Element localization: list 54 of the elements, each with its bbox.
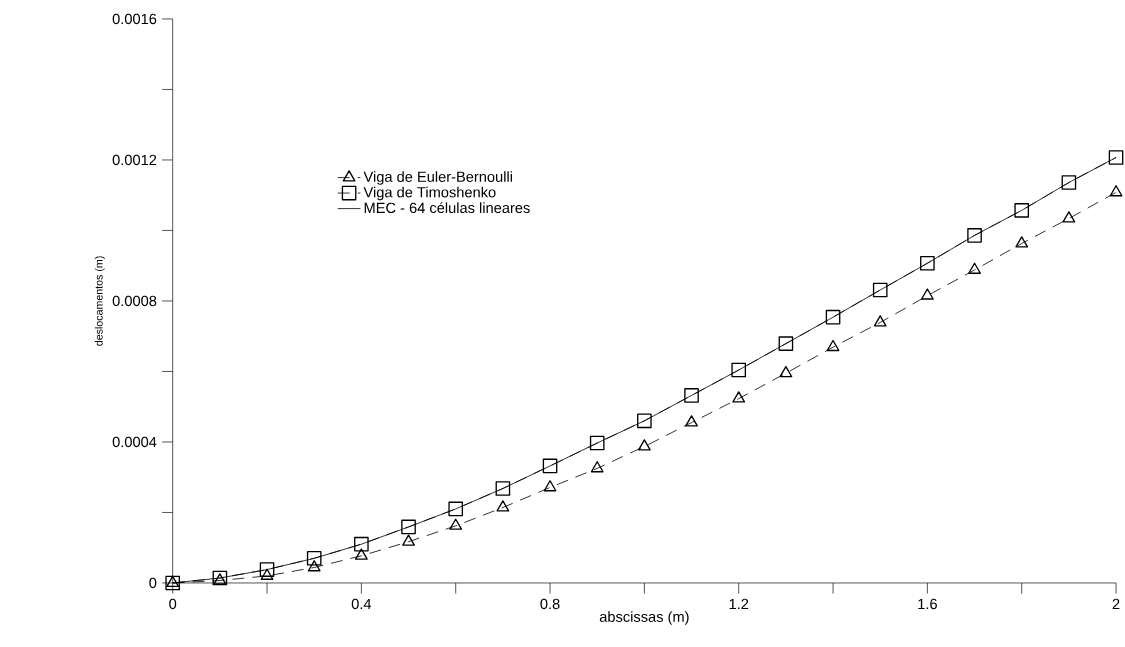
point — [307, 560, 321, 572]
legend-label: Viga de Euler-Bernoulli — [363, 171, 512, 185]
y-tick-label: 0.0016 — [112, 13, 157, 25]
y-tick-label: 0.0004 — [112, 436, 157, 448]
x-tick-label: 1.2 — [729, 598, 749, 610]
point — [826, 339, 840, 352]
point — [354, 548, 368, 560]
point — [684, 388, 699, 403]
point — [401, 519, 416, 535]
point — [1108, 150, 1124, 165]
point — [778, 336, 794, 351]
y-tick-label: 0.0012 — [112, 154, 157, 166]
point — [685, 415, 698, 427]
point — [354, 536, 369, 552]
point — [920, 255, 935, 271]
point — [495, 481, 511, 496]
point — [589, 435, 605, 451]
point — [637, 439, 651, 451]
point — [779, 365, 793, 378]
y-tick-label: 0 — [149, 577, 157, 589]
point — [1061, 175, 1077, 190]
point — [1109, 185, 1123, 197]
point — [873, 315, 887, 327]
point — [920, 288, 934, 300]
point — [260, 568, 274, 580]
point — [448, 501, 464, 517]
point — [731, 362, 747, 378]
x-tick-label: 2 — [1112, 598, 1120, 610]
point — [259, 562, 275, 577]
x-tick-label: 0 — [169, 598, 177, 610]
legend-label: Viga de Timoshenko — [363, 186, 496, 201]
point — [732, 391, 746, 403]
x-tick-label: 1.6 — [918, 598, 937, 610]
point — [637, 413, 652, 429]
x-axis-title: abscissas (m) — [599, 611, 689, 625]
point — [968, 262, 981, 274]
point — [306, 551, 322, 566]
point — [1014, 203, 1030, 218]
legend-label: MEC - 64 células lineares — [364, 202, 530, 214]
point — [496, 500, 510, 512]
point — [543, 480, 557, 492]
x-tick-label: 0.8 — [540, 598, 560, 610]
point — [542, 458, 558, 474]
point — [1062, 211, 1076, 223]
point — [402, 534, 415, 546]
y-tick-label: 0.0008 — [112, 295, 157, 307]
y-axis-title: deslocamentos (m) — [94, 256, 105, 346]
point — [1015, 236, 1029, 248]
point — [967, 228, 982, 243]
point — [590, 461, 604, 473]
point — [449, 518, 463, 530]
point — [825, 309, 841, 325]
x-tick-label: 0.4 — [351, 598, 372, 610]
point — [872, 282, 888, 298]
